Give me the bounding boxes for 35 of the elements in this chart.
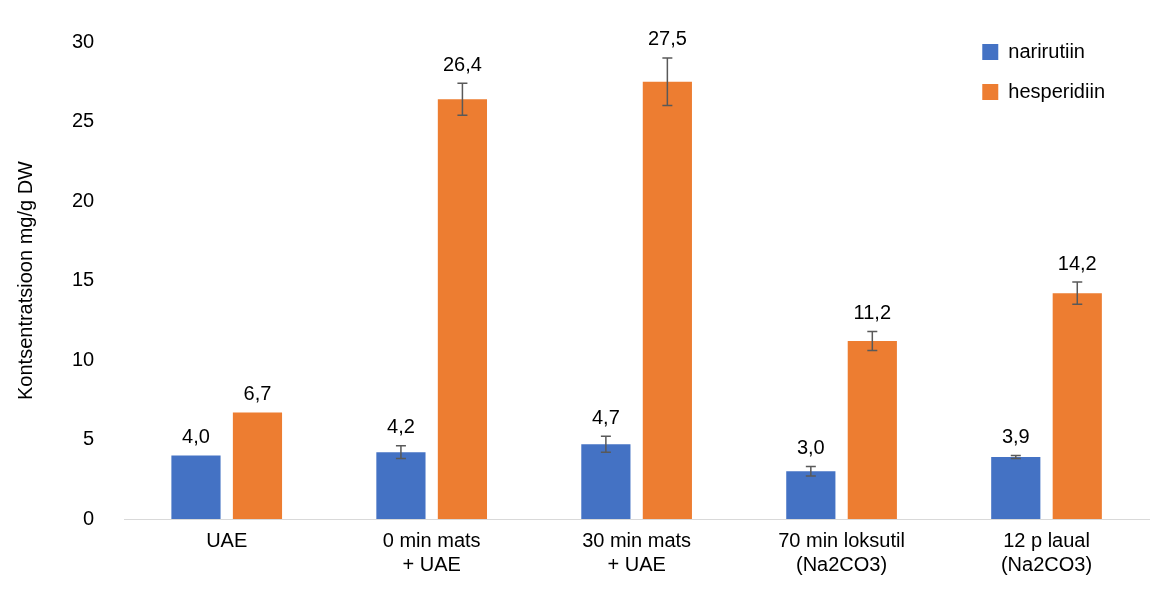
y-axis-title: Kontsentratsioon mg/g DW xyxy=(13,160,36,400)
bar xyxy=(581,444,631,519)
bar xyxy=(847,340,897,519)
bar xyxy=(437,99,488,519)
legend-label: hesperidiin xyxy=(1008,79,1106,102)
bar xyxy=(786,471,836,519)
bar xyxy=(376,452,426,519)
x-tick-label: UAE xyxy=(206,528,248,551)
y-tick-label: 15 xyxy=(72,268,95,291)
y-tick-label: 0 xyxy=(83,506,95,529)
y-tick-label: 20 xyxy=(72,188,95,211)
data-label: 4,2 xyxy=(387,415,415,438)
bar xyxy=(642,81,692,519)
bar xyxy=(171,455,221,519)
y-tick-label: 5 xyxy=(83,427,95,450)
x-tick-label: 30 min mats + UAE xyxy=(582,528,692,575)
data-label: 3,0 xyxy=(796,436,825,459)
bar xyxy=(1052,293,1102,519)
data-label: 3,9 xyxy=(1001,424,1030,447)
data-label: 4,0 xyxy=(182,424,210,447)
data-label: 6,7 xyxy=(243,381,272,404)
y-tick-label: 30 xyxy=(72,29,95,52)
data-label: 11,2 xyxy=(853,300,892,323)
x-tick-label: 12 p laual (Na2CO3) xyxy=(1000,528,1093,575)
x-tick-label: 70 min loksutil (Na2CO3) xyxy=(778,528,905,575)
y-tick-label: 10 xyxy=(72,347,95,370)
bar xyxy=(991,456,1041,519)
bar xyxy=(232,412,283,519)
data-label: 14,2 xyxy=(1057,251,1097,274)
x-tick-label: 0 min mats + UAE xyxy=(382,528,481,575)
data-label: 4,7 xyxy=(591,405,620,428)
y-tick-label: 25 xyxy=(72,109,95,132)
data-label: 26,4 xyxy=(442,52,482,75)
legend-label: narirutiin xyxy=(1008,39,1085,62)
data-label: 27,5 xyxy=(647,27,687,50)
